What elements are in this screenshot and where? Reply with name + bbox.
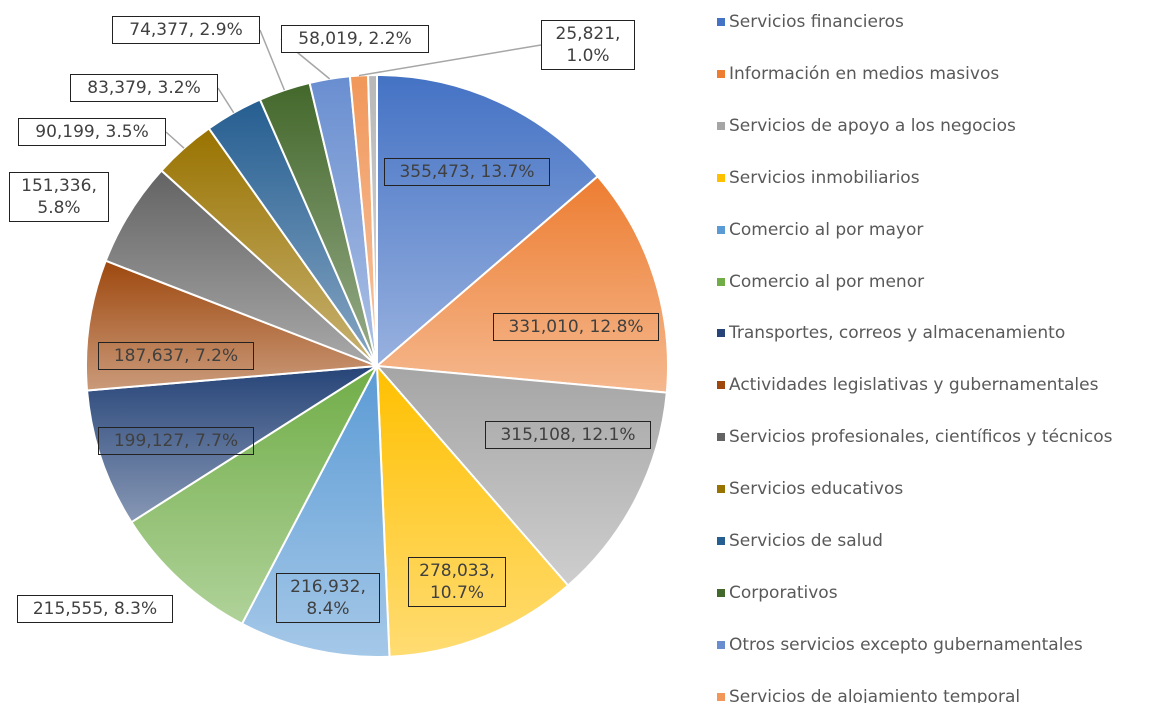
legend-label: Comercio al por mayor: [729, 219, 924, 240]
pie-slice: [374, 364, 668, 587]
leader-line: [259, 29, 286, 91]
leader-line: [165, 131, 185, 149]
data-label: 216,932, 8.4%: [276, 573, 380, 623]
legend-label: Servicios financieros: [729, 12, 904, 32]
leader-line: [217, 87, 235, 114]
legend-label: Corporativos: [729, 582, 838, 603]
legend-swatch: [717, 225, 725, 234]
legend-label: Servicios de alojamiento temporal: [729, 686, 1021, 703]
pie-slice: [374, 174, 669, 394]
data-label: 278,033, 10.7%: [408, 557, 506, 607]
legend-swatch: [717, 69, 725, 78]
legend-label: Otros servicios excepto gubernamentales: [729, 634, 1083, 655]
data-label: 331,010, 12.8%: [493, 313, 659, 341]
pie-slice: [376, 73, 600, 369]
legend-swatch: [717, 277, 725, 286]
legend-label: Servicios inmobiliarios: [729, 167, 920, 188]
data-label: 58,019, 2.2%: [281, 25, 429, 53]
legend-label: Información en medios masivos: [729, 63, 1000, 84]
legend-label: Transportes, correos y almacenamiento: [729, 323, 1066, 344]
pie-slice: [85, 365, 378, 524]
legend-label: Comercio al por menor: [729, 271, 925, 292]
data-label: 151,336, 5.8%: [9, 172, 109, 222]
pie-slice: [367, 73, 378, 367]
data-label: 315,108, 12.1%: [485, 421, 651, 449]
pie-slice: [130, 363, 380, 626]
pie-slice: [85, 259, 378, 392]
legend-swatch: [717, 692, 725, 701]
legend-swatch: [717, 121, 725, 130]
data-label: 25,821, 1.0%: [541, 20, 635, 70]
data-label: 199,127, 7.7%: [98, 427, 254, 455]
legend-swatch: [717, 588, 725, 597]
legend-label: Servicios de apoyo a los negocios: [729, 115, 1016, 136]
legend-swatch: [717, 173, 725, 182]
data-label: 83,379, 3.2%: [70, 74, 218, 102]
pie-slice: [240, 362, 391, 658]
data-label: 187,637, 7.2%: [98, 342, 254, 370]
data-label: 74,377, 2.9%: [112, 16, 260, 44]
legend-label: Servicios de salud: [729, 531, 883, 551]
data-label: 215,555, 8.3%: [17, 595, 173, 623]
data-label: 355,473, 13.7%: [384, 158, 550, 186]
legend-label: Servicios profesionales, científicos y t…: [729, 427, 1113, 448]
legend-swatch: [717, 381, 725, 390]
legend-swatch: [717, 640, 725, 649]
legend-label: Servicios educativos: [729, 479, 904, 500]
pie-slice: [375, 363, 570, 658]
legend-swatch: [717, 18, 725, 26]
data-label: 90,199, 3.5%: [18, 118, 166, 146]
legend-swatch: [717, 537, 725, 545]
legend-swatch: [717, 329, 725, 338]
leader-line: [358, 44, 542, 77]
legend-swatch: [717, 433, 725, 442]
legend-swatch: [717, 485, 725, 494]
legend-label: Actividades legislativas y gubernamental…: [729, 375, 1099, 396]
